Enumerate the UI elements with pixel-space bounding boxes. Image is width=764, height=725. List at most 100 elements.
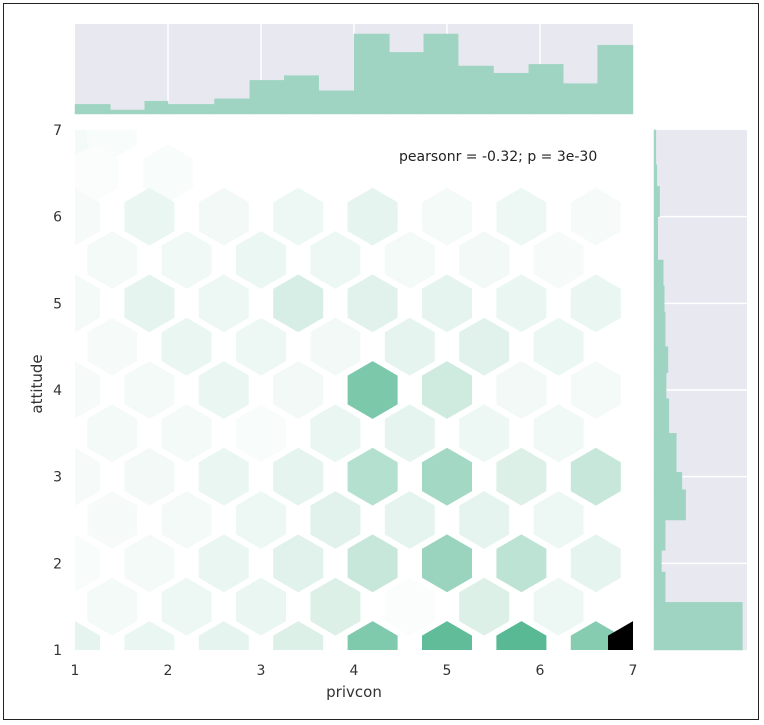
hexbin-cell bbox=[198, 361, 249, 419]
hexbin-cell bbox=[236, 491, 286, 549]
x-tick-label: 7 bbox=[629, 663, 638, 679]
right-histogram-bar bbox=[653, 216, 658, 261]
hexbin-cell bbox=[273, 621, 324, 650]
right-histogram-bar bbox=[653, 164, 658, 187]
hexbin-cell bbox=[459, 404, 510, 463]
hexbin-cell bbox=[347, 621, 398, 650]
hexbin-cell bbox=[496, 447, 547, 506]
hexbin-cell bbox=[570, 187, 621, 246]
hexbin-cell bbox=[459, 231, 510, 289]
hexbin-cell bbox=[533, 231, 584, 289]
hexbin-cell bbox=[161, 491, 212, 549]
hexbin-cell bbox=[422, 274, 472, 333]
right-histogram-bar bbox=[653, 285, 665, 313]
hexbin-cell bbox=[124, 621, 175, 650]
hexbin-cell bbox=[75, 274, 100, 333]
hexbin-cell bbox=[236, 231, 286, 289]
top-histogram-bar bbox=[389, 52, 424, 115]
right-histogram-bar bbox=[653, 519, 666, 551]
y-axis-label: attitude bbox=[28, 354, 46, 413]
hexbin-cell bbox=[496, 274, 547, 333]
hexbin-cell bbox=[75, 144, 119, 203]
top-histogram-bar bbox=[284, 75, 319, 115]
right-histogram-bar bbox=[653, 311, 666, 347]
hexbin-cell bbox=[75, 187, 100, 246]
hexbin-cell bbox=[273, 447, 324, 506]
hexbin-cell bbox=[422, 187, 472, 246]
y-tick-label: 1 bbox=[53, 643, 62, 659]
top-histogram-bar bbox=[110, 109, 145, 115]
hexbin-cell bbox=[124, 534, 175, 593]
top-histogram-bar bbox=[144, 100, 169, 115]
top-histogram-bar bbox=[74, 104, 111, 115]
hexbin-cell bbox=[310, 491, 361, 549]
hexbin-cell bbox=[124, 447, 175, 506]
top-histogram-bar bbox=[597, 44, 634, 115]
right-histogram-bar bbox=[653, 489, 686, 521]
y-tick-label: 2 bbox=[53, 556, 62, 572]
hexbin-cell bbox=[143, 144, 193, 203]
x-axis-label: privcon bbox=[326, 683, 382, 701]
hexbin-cell bbox=[236, 577, 286, 636]
hexbin-cell bbox=[384, 231, 435, 289]
hexbin-cell bbox=[384, 317, 435, 376]
right-histogram-bar bbox=[653, 472, 683, 490]
x-tick-label: 1 bbox=[71, 663, 80, 679]
hexbin-cell bbox=[384, 577, 435, 636]
hexbin-cell bbox=[422, 534, 472, 593]
hexbin-cell bbox=[459, 491, 510, 549]
hexbin-cell bbox=[608, 621, 633, 650]
top-histogram-bar bbox=[214, 98, 251, 115]
right-histogram-bar bbox=[653, 259, 664, 287]
hexbin-cell bbox=[273, 187, 324, 246]
hexbin-cell bbox=[533, 404, 584, 463]
hexbin-cell bbox=[310, 231, 361, 289]
right-histogram-bar bbox=[653, 346, 669, 373]
right-marginal-histogram bbox=[653, 129, 743, 651]
hexbin-cell bbox=[422, 621, 472, 650]
hexbin-cell bbox=[347, 534, 398, 593]
top-histogram-bar bbox=[528, 64, 564, 115]
top-histogram-bar bbox=[167, 104, 215, 115]
hexbin-cell bbox=[570, 274, 621, 333]
hexbin-cell bbox=[198, 274, 249, 333]
top-histogram-bar bbox=[318, 90, 355, 115]
hexbin-cell bbox=[422, 447, 472, 506]
hexbin-cell bbox=[273, 361, 324, 419]
x-axis-ticks: 1 2 3 4 5 6 7 bbox=[71, 663, 638, 679]
hexbin-cell bbox=[310, 404, 361, 463]
hexbin-cell bbox=[384, 491, 435, 549]
hexbin-cell bbox=[161, 317, 212, 376]
hexbin-cell bbox=[87, 231, 138, 289]
x-tick-label: 3 bbox=[257, 663, 266, 679]
hexbin-cell bbox=[533, 491, 584, 549]
x-tick-label: 6 bbox=[536, 663, 545, 679]
top-histogram-bar bbox=[457, 65, 494, 115]
y-tick-label: 6 bbox=[53, 210, 62, 226]
hexbin-cell bbox=[75, 361, 100, 419]
figure-frame: 1 2 3 4 5 6 7 1 2 3 4 5 6 7 privcon attitude pearson… bbox=[3, 3, 759, 720]
hexbin-cell bbox=[75, 534, 100, 593]
right-histogram-bar bbox=[653, 398, 670, 434]
hexbin-cell bbox=[75, 447, 100, 506]
hexbin-cell bbox=[496, 361, 547, 419]
hexbin-cell bbox=[310, 317, 361, 376]
hexbin-cell bbox=[496, 534, 547, 593]
hexbin-cell bbox=[236, 404, 286, 463]
hexbin-cell bbox=[198, 187, 249, 246]
hexbin-cell bbox=[87, 317, 138, 376]
y-axis-ticks: 1 2 3 4 5 6 7 bbox=[53, 123, 62, 659]
hexbin-cell bbox=[496, 187, 547, 246]
hexbin-cell bbox=[570, 534, 621, 593]
hexbin-cell bbox=[459, 317, 510, 376]
hexbin-cell bbox=[161, 404, 212, 463]
top-histogram-bar bbox=[249, 80, 285, 115]
hexbin-cell bbox=[384, 404, 435, 463]
top-histogram-bar bbox=[423, 33, 459, 115]
top-marginal-histogram bbox=[74, 33, 634, 115]
x-tick-label: 5 bbox=[443, 663, 452, 679]
hexbin-cell bbox=[422, 361, 472, 419]
hexbin-cell bbox=[347, 447, 398, 506]
hexbin-cell bbox=[310, 577, 361, 636]
y-tick-label: 7 bbox=[53, 123, 62, 139]
